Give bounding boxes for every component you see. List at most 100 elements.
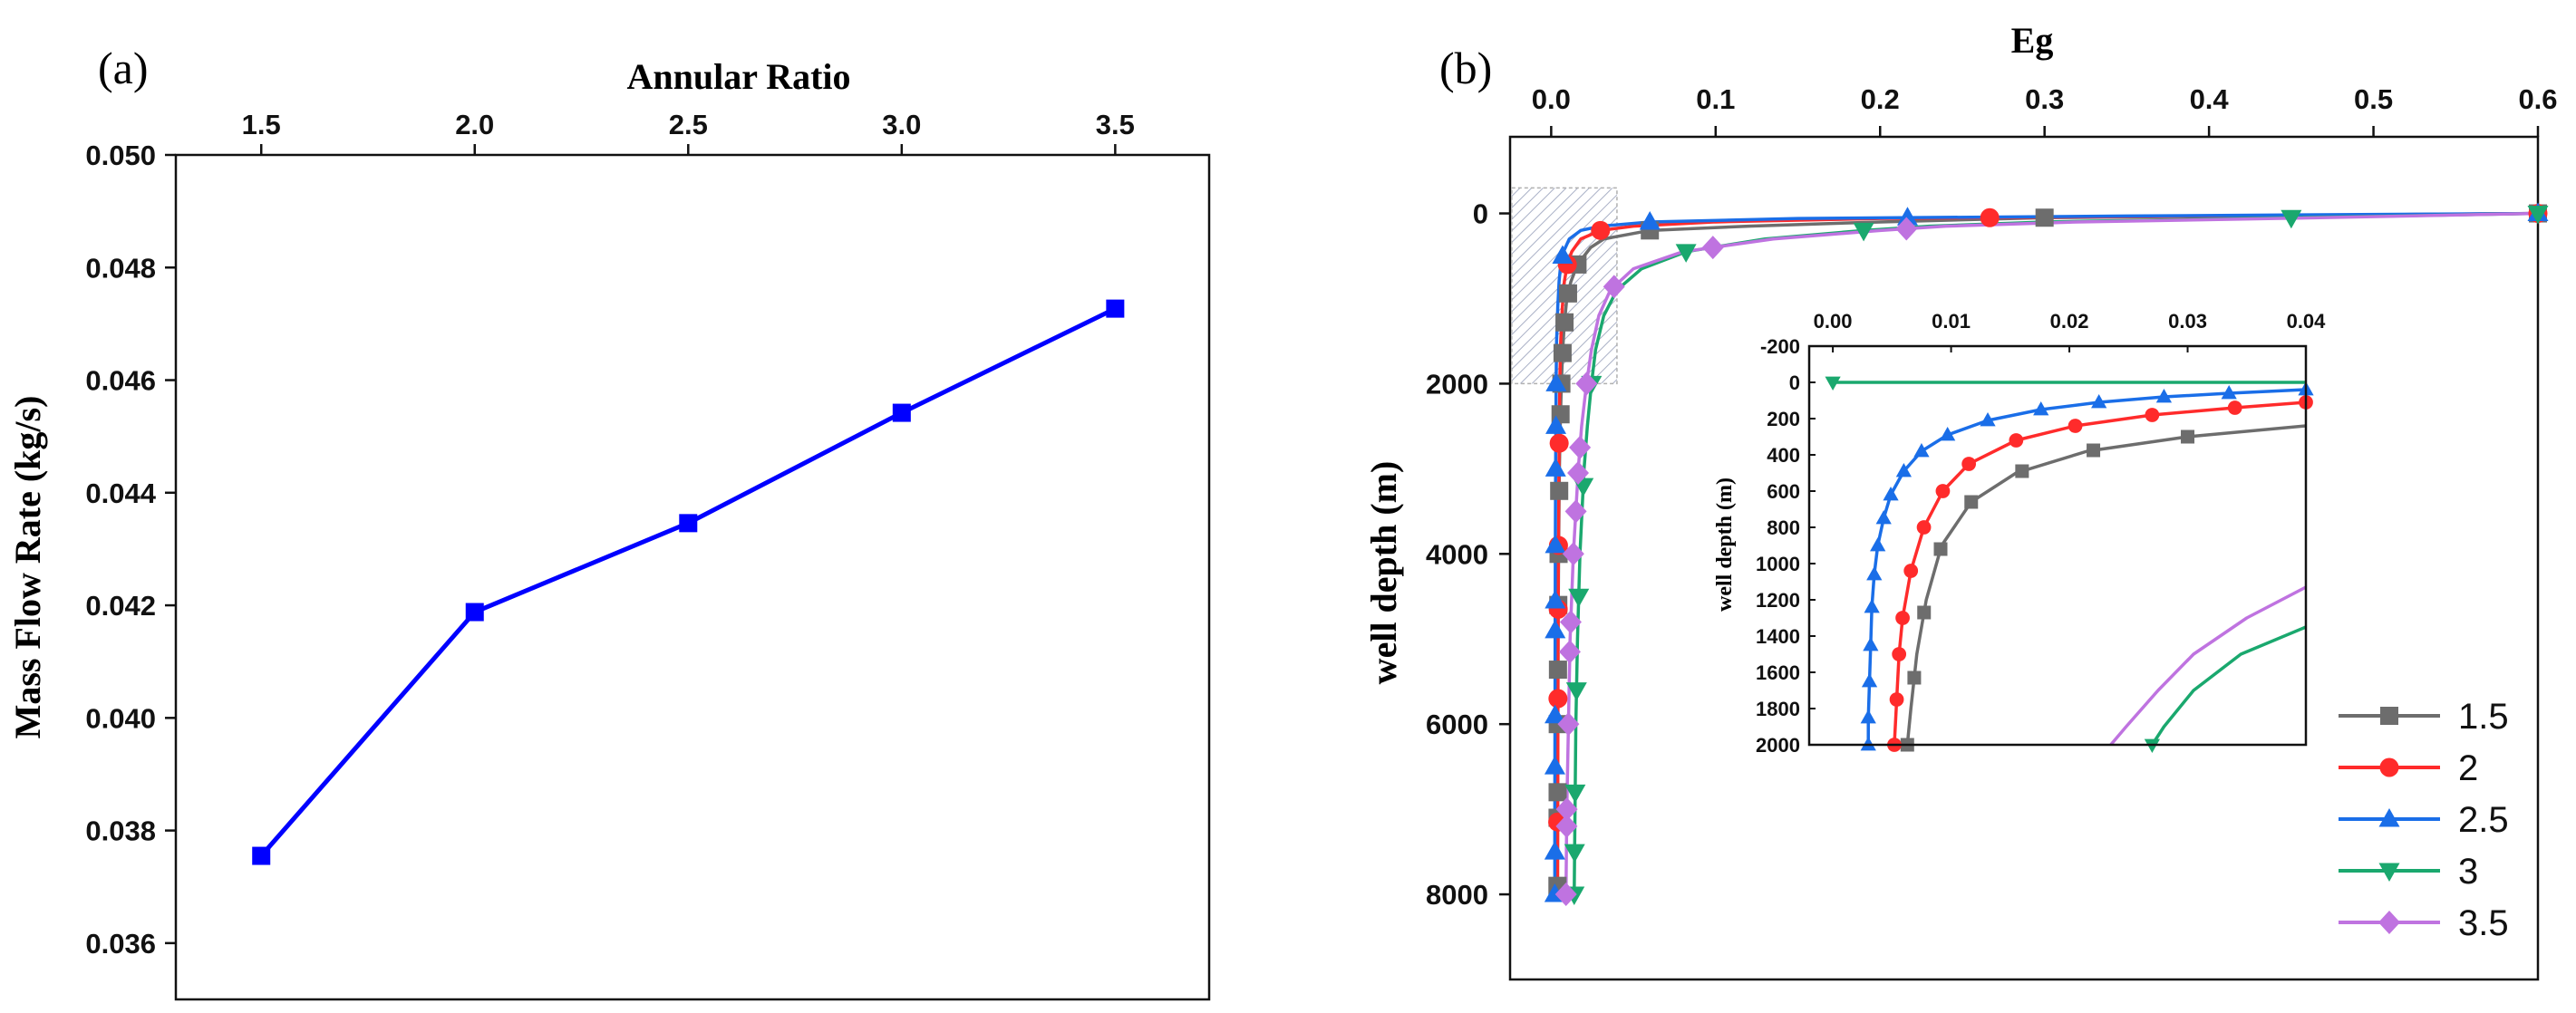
panel-a-x-axis-title: Annular Ratio bbox=[626, 56, 850, 97]
panel-b-data-point bbox=[1565, 682, 1587, 701]
panel-a-y-ticks: 0.036 0.038 0.040 0.042 0.044 0.046 0.048 0.050 bbox=[85, 140, 176, 960]
inset-y-tick-label: 2000 bbox=[1756, 734, 1800, 757]
inset-data-point bbox=[1961, 457, 1977, 471]
panel-a-y-tick-label: 0.036 bbox=[85, 928, 156, 960]
panel-b-data-point bbox=[1553, 343, 1572, 362]
legend-marker bbox=[2378, 808, 2400, 827]
legend-label: 2 bbox=[2458, 748, 2478, 788]
panel-b-data-point bbox=[1564, 844, 1585, 863]
inset-y-tick-label: 1000 bbox=[1756, 553, 1800, 575]
inset-y-tick-label: 400 bbox=[1767, 444, 1800, 467]
inset-background bbox=[1809, 346, 2306, 745]
inset-data-point bbox=[1883, 487, 1899, 501]
panel-b-data-point bbox=[1675, 244, 1697, 263]
inset-data-point bbox=[1861, 673, 1878, 688]
panel-a-data-point bbox=[1106, 299, 1125, 318]
inset-y-axis-title: well depth (m) bbox=[1713, 478, 1737, 612]
panel-b-data-point bbox=[1545, 619, 1566, 639]
inset-y-tick-label: 600 bbox=[1767, 480, 1800, 503]
inset-data-point bbox=[2009, 433, 2024, 448]
inset-data-point bbox=[1866, 566, 1883, 581]
panel-b-data-point bbox=[1555, 814, 1578, 838]
inset-series-line bbox=[1866, 388, 2307, 745]
panel-a-series bbox=[252, 299, 1125, 865]
inset-y-tick-label: 1400 bbox=[1756, 625, 1800, 648]
inset-data-point bbox=[1913, 443, 1930, 458]
panel-a-y-tick-label: 0.050 bbox=[85, 140, 156, 171]
panel-b-data-point bbox=[1550, 481, 1569, 500]
inset-x-tick-label: 0.01 bbox=[1932, 310, 1971, 333]
inset-data-point bbox=[1917, 605, 1932, 620]
inset-data-point bbox=[1895, 463, 1913, 478]
panel-b-data-point bbox=[1559, 610, 1582, 634]
panel-a-x-tick-label: 3.0 bbox=[882, 109, 921, 140]
panel-b-data-point bbox=[1562, 542, 1584, 566]
panel-a-x-tick-label: 1.5 bbox=[242, 109, 281, 140]
legend-label: 1.5 bbox=[2458, 697, 2509, 737]
panel-b-data-point bbox=[1544, 841, 1565, 860]
panel-a-x-ticks: 1.5 2.0 2.5 3.0 3.5 bbox=[242, 109, 1135, 155]
panel-b-data-point bbox=[1603, 275, 1625, 299]
inset-data-point bbox=[1825, 376, 1841, 391]
panel-b-data-point bbox=[1564, 499, 1587, 524]
panel-b-y-tick-label: 2000 bbox=[1426, 368, 1488, 400]
panel-b-data-point bbox=[2281, 209, 2302, 229]
panel-b-data-point bbox=[1552, 245, 1574, 265]
panel-b-data-point bbox=[1555, 313, 1574, 332]
inset-y-tick-label: 800 bbox=[1767, 516, 1800, 539]
inset-data-point bbox=[1860, 709, 1876, 724]
inset-data-point bbox=[2087, 443, 2101, 458]
panel-b-data-point bbox=[1545, 589, 1566, 609]
panel-a-x-tick-label: 2.0 bbox=[455, 109, 494, 140]
inset-data-point bbox=[2227, 400, 2242, 415]
inset-data-point bbox=[1980, 412, 1996, 427]
legend-label: 3.5 bbox=[2458, 903, 2509, 943]
panel-a-y-tick-label: 0.040 bbox=[85, 702, 156, 734]
inset-series-line bbox=[2150, 625, 2307, 746]
inset-y-tick-label: 1800 bbox=[1756, 698, 1800, 720]
panel-b-y-tick-label: 8000 bbox=[1426, 879, 1488, 911]
panel-b-data-point bbox=[1554, 883, 1577, 907]
inset-y-tick-label: 200 bbox=[1767, 408, 1800, 430]
panel-b-y-tick-label: 0 bbox=[1473, 198, 1488, 230]
inset-x-ticks: 0.00 0.01 0.02 0.03 0.04 bbox=[1814, 310, 2326, 352]
panel-a-x-tick-label: 2.5 bbox=[669, 109, 708, 140]
inset-data-point bbox=[1863, 637, 1879, 651]
inset-data-point bbox=[1895, 611, 1910, 625]
inset-data-point bbox=[1875, 510, 1892, 525]
inset-x-tick-label: 0.03 bbox=[2168, 310, 2207, 333]
panel-b-data-point bbox=[2527, 206, 2549, 225]
inset-x-tick-label: 0.04 bbox=[2287, 310, 2327, 333]
inset-data-point bbox=[2033, 401, 2049, 416]
panel-a-y-tick-label: 0.044 bbox=[85, 478, 156, 509]
panel-b-legend: 1.5 2 2.5 3 3.5 bbox=[2339, 697, 2509, 943]
inset-data-point bbox=[1864, 599, 1880, 613]
inset-plot-frame bbox=[1807, 344, 2308, 747]
panel-a-data-point bbox=[679, 514, 698, 533]
panel-b-data-point bbox=[1549, 433, 1569, 453]
panel-a-y-tick-label: 0.048 bbox=[85, 252, 156, 284]
panel-a-data-point bbox=[252, 846, 271, 865]
panel-b-x-tick-label: 0.6 bbox=[2518, 83, 2557, 115]
panel-b-data-point bbox=[1980, 207, 2000, 227]
panel-b-data-point bbox=[1548, 661, 1567, 680]
panel-a-y-tick-label: 0.046 bbox=[85, 365, 156, 397]
inset-y-tick-label: 1600 bbox=[1756, 661, 1800, 684]
panel-b-data-point bbox=[1545, 534, 1566, 554]
panel-b-data-point bbox=[1569, 435, 1592, 459]
panel-b-data-point bbox=[1639, 210, 1661, 230]
inset-data-point bbox=[1916, 520, 1932, 535]
inset-data-point bbox=[1892, 647, 1907, 661]
legend-marker bbox=[2378, 863, 2400, 882]
inset-data-point bbox=[1870, 537, 1886, 552]
inset-data-point bbox=[2015, 464, 2029, 478]
inset-x-tick-label: 0.00 bbox=[1814, 310, 1853, 333]
panel-a: (a) Annular Ratio Mass Flow Rate (kg/s) … bbox=[7, 43, 1211, 1001]
inset-plot: well depth (m) 0.00 0.01 0.02 0.03 0.04 -200… bbox=[1713, 310, 2326, 757]
inset-y-tick-label: -200 bbox=[1760, 335, 1800, 358]
panel-b-data-point bbox=[1895, 217, 1918, 241]
inset-data-point bbox=[1860, 737, 1876, 751]
panel-b-y-tick-label: 4000 bbox=[1426, 538, 1488, 570]
panel-a-data-point bbox=[892, 403, 911, 422]
inset-y-ticks: -200 0 200 400 600 800 1000 1200 1400 1600 1800 200… bbox=[1756, 335, 1816, 757]
